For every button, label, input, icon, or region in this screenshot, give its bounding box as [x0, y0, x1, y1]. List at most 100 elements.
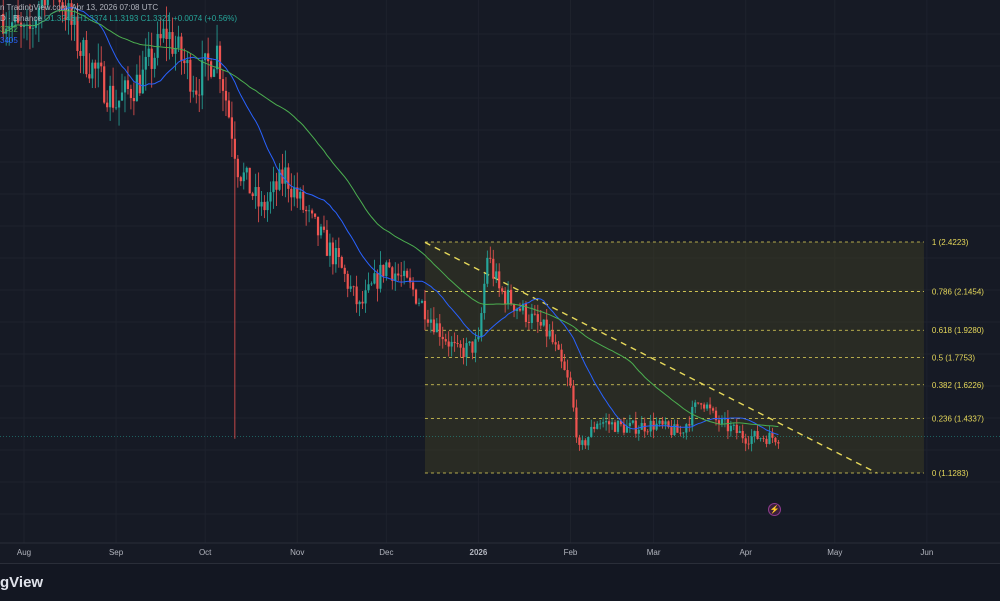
candle-body [88, 74, 91, 79]
candle-body [521, 303, 525, 311]
candle-body [759, 438, 762, 440]
ma-fast-value: 3405 [0, 36, 18, 45]
candle-body [661, 420, 664, 425]
candle-body [777, 442, 780, 444]
candle-body [474, 339, 477, 353]
candle-body [747, 443, 750, 445]
candle-body [334, 248, 337, 265]
candle-body [545, 319, 548, 337]
candle-body [584, 440, 587, 446]
candle-body [741, 431, 744, 439]
candle-body [168, 32, 171, 40]
candle-body [106, 102, 109, 108]
candle-body [97, 62, 100, 69]
candle-body [518, 308, 522, 311]
candle-body [132, 98, 135, 102]
candle-body [507, 289, 510, 305]
candle-body [94, 62, 97, 69]
candle-body [355, 286, 358, 305]
candle-body [423, 300, 427, 320]
candle-body [198, 94, 201, 96]
candle-body [524, 303, 528, 323]
ma-fast-legend: 3405 [0, 36, 18, 45]
candle-body [391, 267, 394, 281]
candle-body [266, 201, 269, 211]
candle-body [313, 213, 317, 217]
x-axis-tick-label: Sep [109, 548, 124, 557]
candle-body [207, 53, 210, 62]
candle-body [361, 301, 364, 304]
candle-body [542, 319, 545, 326]
candle-body [480, 313, 483, 337]
candle-body [453, 341, 456, 344]
candle-body [667, 421, 670, 428]
candle-body [272, 181, 275, 193]
candle-body [58, 0, 61, 3]
candle-body [34, 20, 37, 28]
ma-slow-legend: 3782 [0, 25, 18, 34]
candle-body [221, 79, 225, 91]
candle-body [450, 341, 453, 347]
candle-body [527, 322, 530, 323]
candles [2, 0, 780, 452]
candle-body [590, 426, 593, 438]
candle-body [723, 418, 727, 420]
fib-level-label: 0.5 (1.7753) [932, 354, 975, 363]
candle-body [316, 216, 320, 236]
lightning-icon[interactable]: ⚡ [768, 503, 781, 516]
candle-body [548, 330, 551, 337]
moving-averages [2, 7, 779, 436]
x-axis-tick-label: Nov [290, 548, 304, 557]
candle-body [79, 51, 82, 56]
candle-body [536, 314, 539, 322]
candle-body [144, 56, 147, 70]
ma-fast-line [2, 7, 779, 436]
candle-body [275, 181, 278, 190]
price-chart[interactable]: 1 (2.4223) 0.786 (2.1454) 0.618 (1.9280) 0.… [0, 0, 1000, 563]
candle-body [141, 69, 144, 94]
candle-body [64, 8, 67, 21]
candle-body [483, 283, 486, 314]
candle-body [305, 209, 308, 212]
x-axis-tick-label: Apr [739, 548, 752, 557]
candle-body [738, 431, 741, 434]
candle-body [212, 69, 216, 77]
candle-body [569, 377, 572, 386]
candle-body [135, 74, 138, 102]
candle-body [735, 424, 738, 434]
candle-body [91, 62, 94, 79]
candle-body [634, 420, 637, 434]
candle-body [717, 420, 721, 424]
brand-logo-text: gView [0, 574, 44, 591]
candle-body [566, 370, 569, 378]
candle-body [319, 226, 323, 236]
candle-body [70, 3, 73, 25]
x-axis-tick-label: Feb [564, 548, 578, 557]
candle-body [61, 2, 64, 9]
candle-body [658, 420, 661, 424]
candle-body [227, 100, 231, 118]
candle-body [411, 282, 415, 290]
candle-body [406, 270, 409, 278]
candle-body [248, 167, 251, 194]
candle-body [112, 85, 115, 108]
candle-body [278, 169, 281, 190]
candle-body [109, 85, 112, 108]
candle-body [165, 28, 168, 40]
candle-body [652, 420, 655, 430]
candle-body [504, 291, 507, 305]
candle-body [16, 14, 20, 23]
candle-body [177, 36, 180, 48]
candle-body [581, 440, 584, 445]
trendline [424, 241, 877, 474]
candle-body [619, 420, 623, 425]
x-axis-tick-label: May [827, 548, 842, 557]
candle-body [628, 422, 631, 427]
candle-body [340, 256, 343, 268]
candle-body [703, 404, 706, 409]
candle-body [462, 347, 465, 358]
fib-level-label: 0.786 (2.1454) [932, 287, 984, 296]
candle-body [394, 273, 397, 281]
candle-body [397, 273, 400, 276]
candle-body [512, 304, 516, 312]
